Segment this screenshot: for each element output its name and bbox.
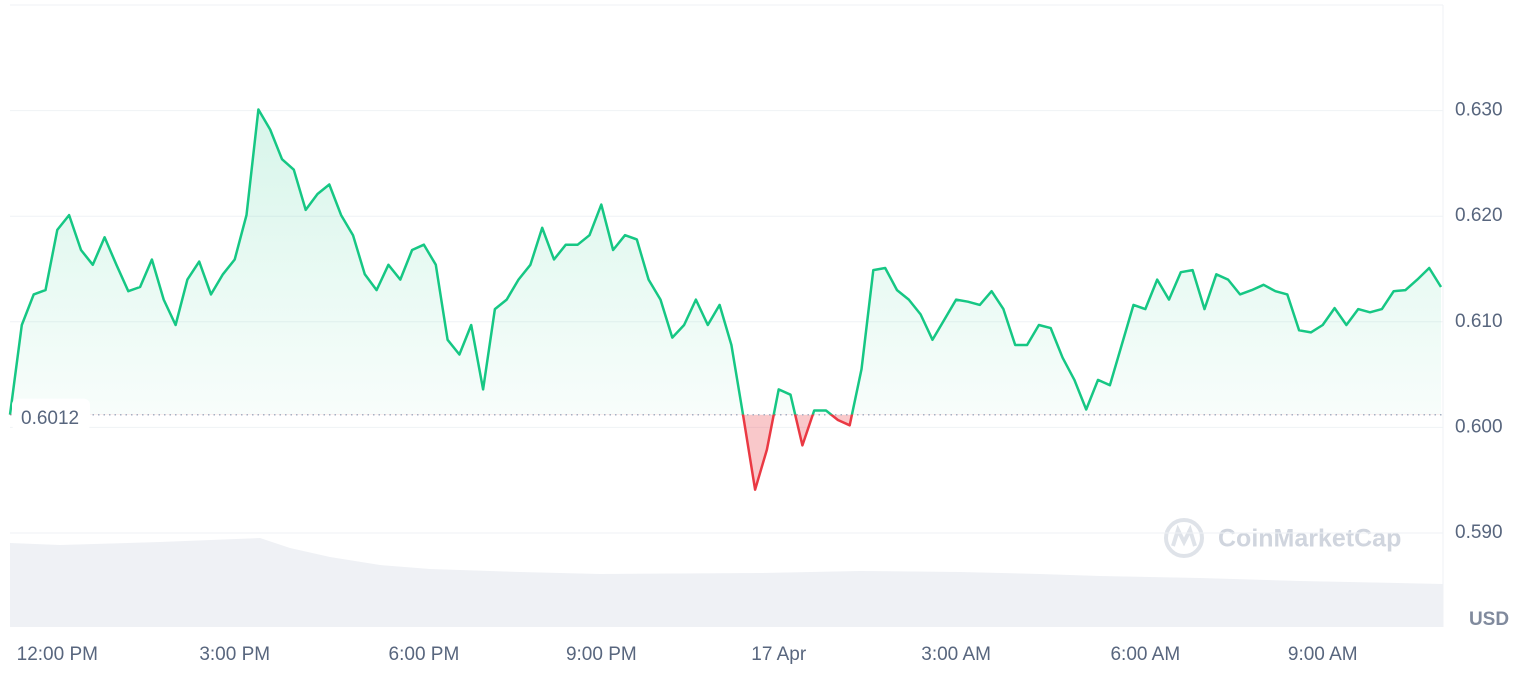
price-area	[10, 109, 1441, 490]
y-tick-label: 0.610	[1455, 311, 1503, 332]
watermark: CoinMarketCap	[1218, 525, 1401, 553]
y-tick-label: 0.620	[1455, 205, 1503, 226]
baseline-label-box	[12, 398, 90, 431]
volume-area	[10, 538, 1443, 627]
y-tick-label: 0.600	[1455, 416, 1503, 437]
x-tick-label: 12:00 PM	[17, 644, 98, 665]
y-tick-label: 0.630	[1455, 100, 1503, 121]
x-tick-label: 6:00 AM	[1110, 644, 1180, 665]
x-tick-label: 9:00 AM	[1288, 644, 1358, 665]
x-tick-label: 17 Apr	[751, 644, 807, 665]
baseline-label: 0.6012	[21, 408, 79, 429]
x-tick-label: 3:00 AM	[921, 644, 991, 665]
unit-label: USD	[1469, 609, 1509, 630]
y-tick-label: 0.590	[1455, 522, 1503, 543]
price-line	[8, 108, 1443, 491]
x-tick-label: 6:00 PM	[389, 644, 460, 665]
x-tick-label: 9:00 PM	[566, 644, 637, 665]
watermark-logo	[1164, 518, 1204, 558]
plot: 0.590 0.600 0.610 0.620 0.630 12:00 PM 3:00 PM…	[8, 100, 1503, 665]
x-tick-label: 3:00 PM	[199, 644, 270, 665]
